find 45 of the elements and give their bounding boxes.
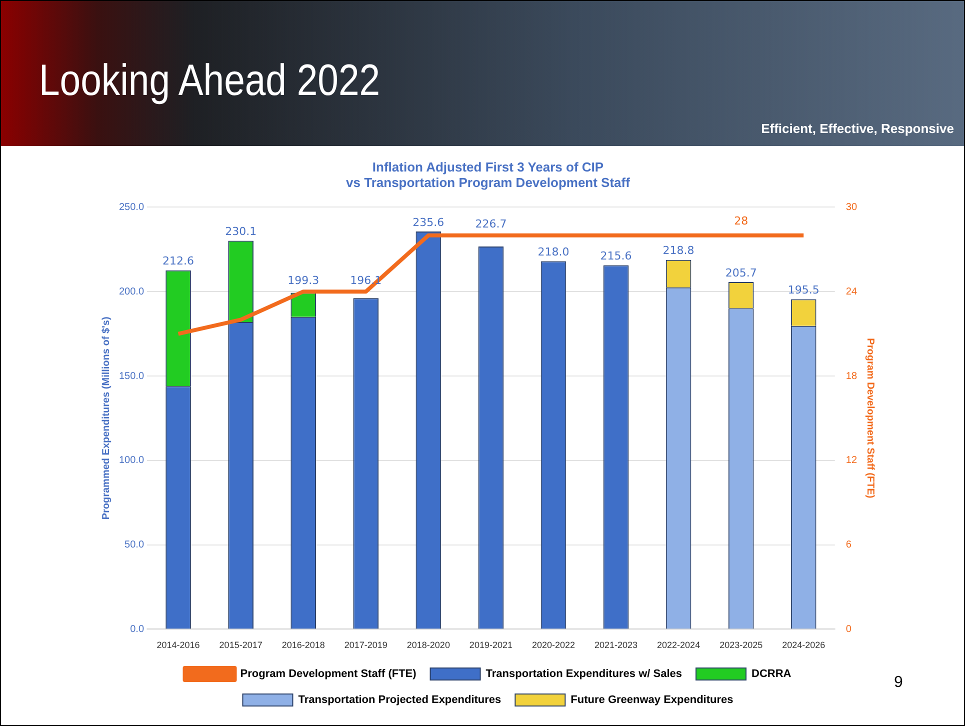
y-tick-label: 50.0 <box>124 540 144 551</box>
x-tick-label: 2023-2025 <box>720 640 763 650</box>
y2-tick-label: 30 <box>846 202 858 213</box>
x-tick-label: 2021-2023 <box>594 640 638 650</box>
y2-tick-label: 6 <box>846 540 852 551</box>
y-tick-label: 150.0 <box>118 370 144 382</box>
x-tick-label: 2022-2024 <box>657 640 700 650</box>
x-tick-label: 2018-2020 <box>406 640 450 650</box>
y2-tick-label: 24 <box>846 286 858 298</box>
x-tick-label: 2024-2026 <box>782 640 826 650</box>
total-label: 218.8 <box>662 244 694 258</box>
total-label: 215.6 <box>600 250 632 263</box>
y2-axis-title: Program Development Staff (FTE) <box>864 338 876 498</box>
y-tick-label: 0.0 <box>130 624 144 635</box>
total-label: 230.1 <box>225 225 257 238</box>
text: Looking Ahead 2022 <box>39 56 380 106</box>
legend-label: Program Development Staff (FTE) <box>240 668 417 680</box>
x-tick-label: 2016-2018 <box>282 640 325 650</box>
y-tick-label: 100.0 <box>118 455 144 466</box>
total-label: 199.3 <box>288 274 320 287</box>
chart-title: Inflation Adjusted First 3 Years of CIP vs Transportation Program Development Staff <box>346 159 631 190</box>
legend-label: DCRRA <box>752 668 792 680</box>
total-label: 212.6 <box>162 254 194 268</box>
legend-label: Transportation Expenditures w/ Sales <box>486 668 682 680</box>
y2-tick-label: 0 <box>846 624 852 635</box>
text: 9 <box>894 674 903 692</box>
y-axis-title: Programmed Expenditures (Millions of $'s) <box>100 316 112 520</box>
total-label: 226.7 <box>475 218 507 231</box>
legend-label: Future Greenway Expenditures <box>570 694 734 706</box>
x-tick-label: 2017-2019 <box>344 640 388 650</box>
legend-label: Transportation Projected Expenditures <box>298 694 502 706</box>
y-tick-label: 200.0 <box>118 286 144 298</box>
x-tick-label: 2015-2017 <box>219 640 262 650</box>
y-tick-label: 250.0 <box>118 202 144 213</box>
total-label: 195.5 <box>788 284 820 297</box>
y2-tick-label: 18 <box>846 370 858 382</box>
x-tick-label: 2014-2016 <box>156 640 200 650</box>
total-label: 218.0 <box>538 246 570 259</box>
total-label: 235.6 <box>412 216 444 229</box>
x-tick-label: 2020-2022 <box>532 640 576 650</box>
y2-tick-label: 12 <box>846 455 858 466</box>
data-label: 28 <box>734 214 748 228</box>
total-label: 205.7 <box>725 266 757 280</box>
x-tick-label: 2019-2021 <box>469 640 512 650</box>
text: Efficient, Effective, Responsive <box>761 121 954 136</box>
